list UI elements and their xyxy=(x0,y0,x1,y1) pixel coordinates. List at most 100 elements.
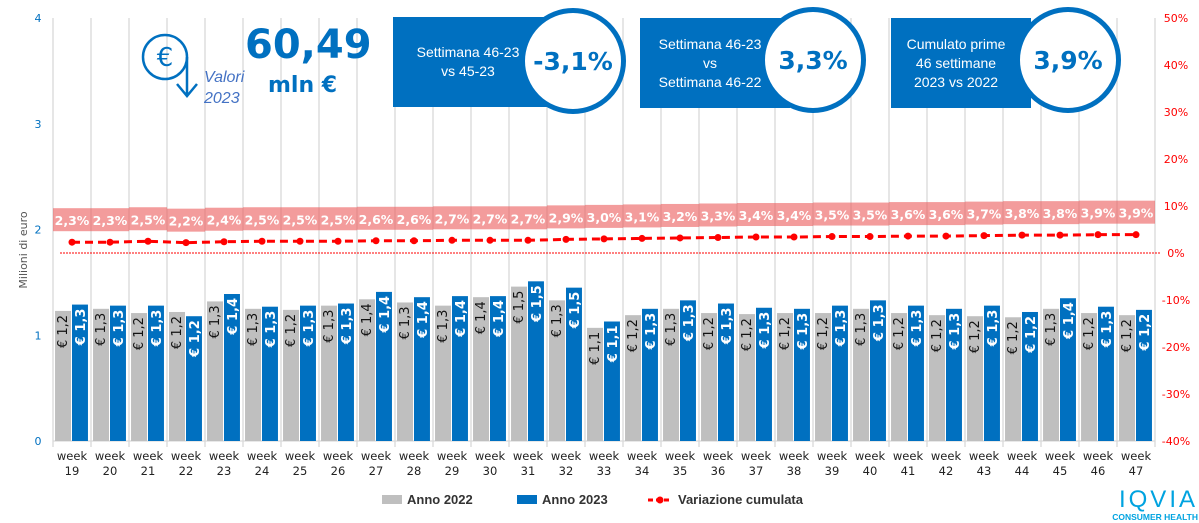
x-tick-label: week xyxy=(779,449,810,463)
y2-tick-label: 50% xyxy=(1164,12,1188,25)
line-label-bg xyxy=(585,204,623,228)
line-label-bg xyxy=(319,207,357,231)
bar-label-2022: € 1,2 xyxy=(968,320,983,353)
bar-2023 xyxy=(946,308,962,441)
bar-2022 xyxy=(1005,317,1021,441)
x-tick-label: 23 xyxy=(217,464,232,478)
bar-label-2022: € 1,2 xyxy=(1006,321,1021,354)
bar-2022 xyxy=(549,300,565,441)
bar-2023 xyxy=(756,307,772,441)
bar-label-2023: € 1,5 xyxy=(568,292,583,330)
line-point xyxy=(980,232,988,240)
bar-2022 xyxy=(1081,313,1097,441)
line-point xyxy=(676,234,684,242)
bar-2023 xyxy=(490,296,506,441)
bar-2022 xyxy=(169,311,185,441)
line-label: 3,5% xyxy=(815,208,850,223)
line-label-bg xyxy=(813,202,851,226)
y2-tick-label: 10% xyxy=(1164,200,1188,213)
line-label-bg xyxy=(737,203,775,227)
line-label-bg xyxy=(91,208,129,232)
bar-2022 xyxy=(739,314,755,441)
bar-2023 xyxy=(148,305,164,441)
line-label-bg xyxy=(471,206,509,230)
bar-2022 xyxy=(397,302,413,441)
x-tick-label: week xyxy=(1083,449,1114,463)
line-label-bg xyxy=(1041,201,1079,225)
x-tick-label: 19 xyxy=(65,464,80,478)
bar-label-2023: € 1,3 xyxy=(796,313,811,351)
bar-label-2023: € 1,3 xyxy=(644,313,659,351)
line-point xyxy=(334,237,342,245)
bar-label-2023: € 1,2 xyxy=(188,320,203,358)
line-label-bg xyxy=(623,204,661,228)
x-tick-label: 45 xyxy=(1053,464,1068,478)
bar-label-2022: € 1,2 xyxy=(816,317,831,350)
x-tick-label: week xyxy=(817,449,848,463)
bar-label-2023: € 1,3 xyxy=(720,308,735,346)
bar-label-2022: € 1,2 xyxy=(132,317,147,350)
line-label: 3,8% xyxy=(1005,206,1040,221)
kpi-cumulative-value: 3,9% xyxy=(1015,7,1121,113)
bar-2022 xyxy=(511,286,527,441)
x-tick-label: 47 xyxy=(1129,464,1144,478)
line-label: 2,6% xyxy=(397,212,432,227)
x-tick-label: week xyxy=(1121,449,1152,463)
y-tick-label: 2 xyxy=(35,224,42,237)
line-point xyxy=(486,236,494,244)
line-label-bg xyxy=(965,201,1003,225)
euro-arrow-icon: € xyxy=(141,33,198,98)
x-tick-label: week xyxy=(627,449,658,463)
bar-label-2022: € 1,3 xyxy=(398,306,413,339)
bar-2023 xyxy=(414,297,430,441)
line-label: 3,0% xyxy=(587,210,622,225)
bar-2022 xyxy=(93,308,109,441)
y2-tick-label: 0% xyxy=(1167,247,1184,260)
x-tick-label: 34 xyxy=(635,464,650,478)
bar-label-2023: € 1,3 xyxy=(340,308,355,346)
bar-label-2022: € 1,2 xyxy=(1120,319,1135,352)
bar-label-2023: € 1,3 xyxy=(264,311,279,349)
line-point xyxy=(714,233,722,241)
x-tick-label: 42 xyxy=(939,464,954,478)
bar-2023 xyxy=(642,308,658,441)
bar-label-2022: € 1,3 xyxy=(664,313,679,346)
line-label-bg xyxy=(851,202,889,226)
line-label: 2,5% xyxy=(283,212,318,227)
bar-2023 xyxy=(224,294,240,441)
line-label: 3,2% xyxy=(663,209,698,224)
bar-2022 xyxy=(283,309,299,441)
bar-2023 xyxy=(870,300,886,441)
y2-tick-label: 40% xyxy=(1164,59,1188,72)
svg-text:€: € xyxy=(157,43,174,73)
cumulative-line xyxy=(72,233,1136,245)
bar-2023 xyxy=(72,304,88,441)
line-label: 3,9% xyxy=(1119,206,1154,221)
line-point xyxy=(866,233,874,241)
bar-2023 xyxy=(338,303,354,441)
line-label-bg xyxy=(167,208,205,232)
total-caption: Valori 2023 xyxy=(204,67,244,109)
x-tick-label: week xyxy=(171,449,202,463)
bar-label-2023: € 1,4 xyxy=(492,300,507,338)
legend-swatch xyxy=(517,495,537,504)
line-point xyxy=(1132,231,1140,239)
line-label: 2,6% xyxy=(359,212,394,227)
line-point xyxy=(904,232,912,240)
total-unit: mln € xyxy=(268,73,338,98)
bar-label-2022: € 1,2 xyxy=(626,319,641,352)
y-tick-label: 1 xyxy=(35,329,42,342)
bar-label-2022: € 1,3 xyxy=(1044,313,1059,346)
line-label: 3,7% xyxy=(967,207,1002,222)
line-label: 2,5% xyxy=(321,212,356,227)
line-label-bg xyxy=(357,206,395,230)
bar-2023 xyxy=(110,305,126,441)
bar-label-2022: € 1,2 xyxy=(702,317,717,350)
bar-2023 xyxy=(262,306,278,441)
bar-2023 xyxy=(1060,298,1076,441)
x-tick-label: 33 xyxy=(597,464,612,478)
line-label: 2,4% xyxy=(207,213,242,228)
bar-label-2023: € 1,3 xyxy=(834,310,849,348)
x-tick-label: week xyxy=(665,449,696,463)
x-tick-label: week xyxy=(247,449,278,463)
